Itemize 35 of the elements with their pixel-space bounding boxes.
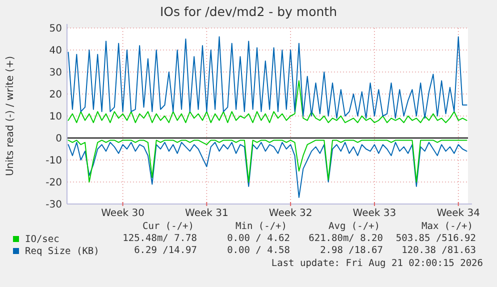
text: 0.00 / 4.58 [227,245,290,256]
line-series [68,80,468,124]
legend-label: IO/sec [25,234,60,245]
x-tick-label: Week 30 [101,208,144,219]
legend-label: Req Size (KB) [25,246,100,257]
y-tick-label: -30 [46,200,62,210]
text: 6.29 /14.97 [134,245,197,256]
x-tick-label: Week 34 [436,208,480,219]
x-tick-label: Week 32 [268,208,312,219]
text: Cur (-/+) [142,221,194,232]
y-tick-label: 0 [56,134,62,144]
line-series [68,142,468,198]
line-series [68,140,468,182]
text: 2.98 /18.67 [320,245,383,256]
text: Min (-/+) [236,221,287,232]
y-tick-label: 40 [49,46,62,56]
x-tick-label: Week 33 [352,208,396,219]
text: 0.00 / 4.62 [227,233,290,244]
y-axis-title: Units read (-) / write (+) [5,56,16,176]
y-tick-label: 30 [49,68,62,78]
x-tick-label: Week 31 [185,208,228,219]
text: 621.80m/ 8.20 [308,233,384,244]
chart-title: IOs for /dev/md2 - by month [160,4,338,19]
y-tick-label: -20 [46,178,62,188]
text: 125.48m/ 7.78 [122,233,198,244]
text: 503.85 /516.92 [396,233,476,244]
y-tick-label: 20 [49,90,62,100]
y-tick-label: -10 [46,156,62,166]
line-series [68,36,468,119]
text: Last update: Fri Aug 21 02:00:15 2026 [271,258,484,269]
text: Avg (-/+) [328,221,380,232]
text: Max (-/+) [422,221,473,232]
y-tick-label: 10 [49,112,62,122]
text: 120.38 /81.63 [402,245,476,256]
y-tick-label: 50 [49,24,62,34]
